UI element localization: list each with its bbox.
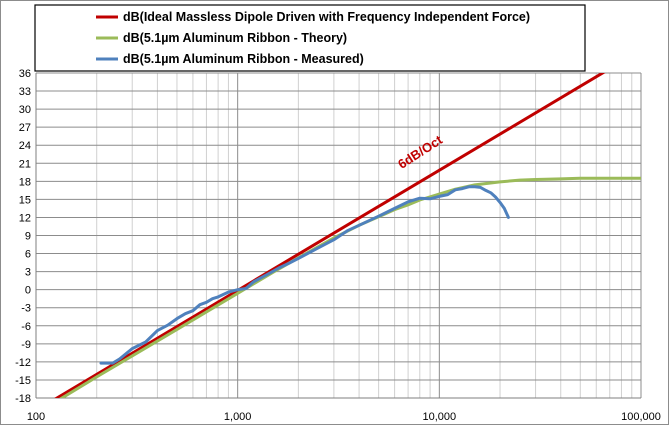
legend-box [34, 4, 586, 72]
y-tick-label: 9 [25, 231, 31, 243]
y-tick-label: 21 [19, 158, 31, 170]
y-tick-label: 3 [25, 267, 31, 279]
y-tick-label: 33 [19, 86, 31, 98]
y-tick-label: 27 [19, 122, 31, 134]
y-tick-label: 6 [25, 249, 31, 261]
x-tick-label: 100,000 [621, 411, 661, 423]
y-tick-label: 15 [19, 194, 31, 206]
series-line-1 [59, 176, 641, 398]
series-layer [54, 73, 641, 398]
legend-label-ribbon-measured: dB(5.1µm Aluminum Ribbon - Measured) [123, 52, 364, 66]
y-tick-label: 36 [19, 68, 31, 80]
y-tick-label: 24 [19, 140, 31, 152]
y-tick-label: -12 [15, 357, 31, 369]
y-tick-label: 30 [19, 104, 31, 116]
annotation-6db-oct: 6dB/Oct [395, 132, 446, 172]
x-tick-label: 10,000 [423, 411, 457, 423]
y-tick-label: 0 [25, 285, 31, 297]
axis-layer: -18-15-12-9-6-30369121518212427303336100… [15, 68, 661, 423]
y-tick-label: -9 [21, 339, 31, 351]
series-line-0 [54, 73, 606, 398]
y-tick-label: 18 [19, 176, 31, 188]
y-tick-label: -6 [21, 321, 31, 333]
y-tick-label: -3 [21, 303, 31, 315]
legend-label-ideal-dipole: dB(Ideal Massless Dipole Driven with Fre… [123, 10, 530, 24]
x-tick-label: 100 [27, 411, 45, 423]
y-tick-label: 12 [19, 212, 31, 224]
legend: dB(Ideal Massless Dipole Driven with Fre… [34, 4, 586, 72]
series-line-2 [99, 185, 510, 365]
y-tick-label: -15 [15, 375, 31, 387]
x-tick-label: 1,000 [224, 411, 252, 423]
y-tick-label: -18 [15, 393, 31, 405]
legend-label-ribbon-theory: dB(5.1µm Aluminum Ribbon - Theory) [123, 31, 347, 45]
